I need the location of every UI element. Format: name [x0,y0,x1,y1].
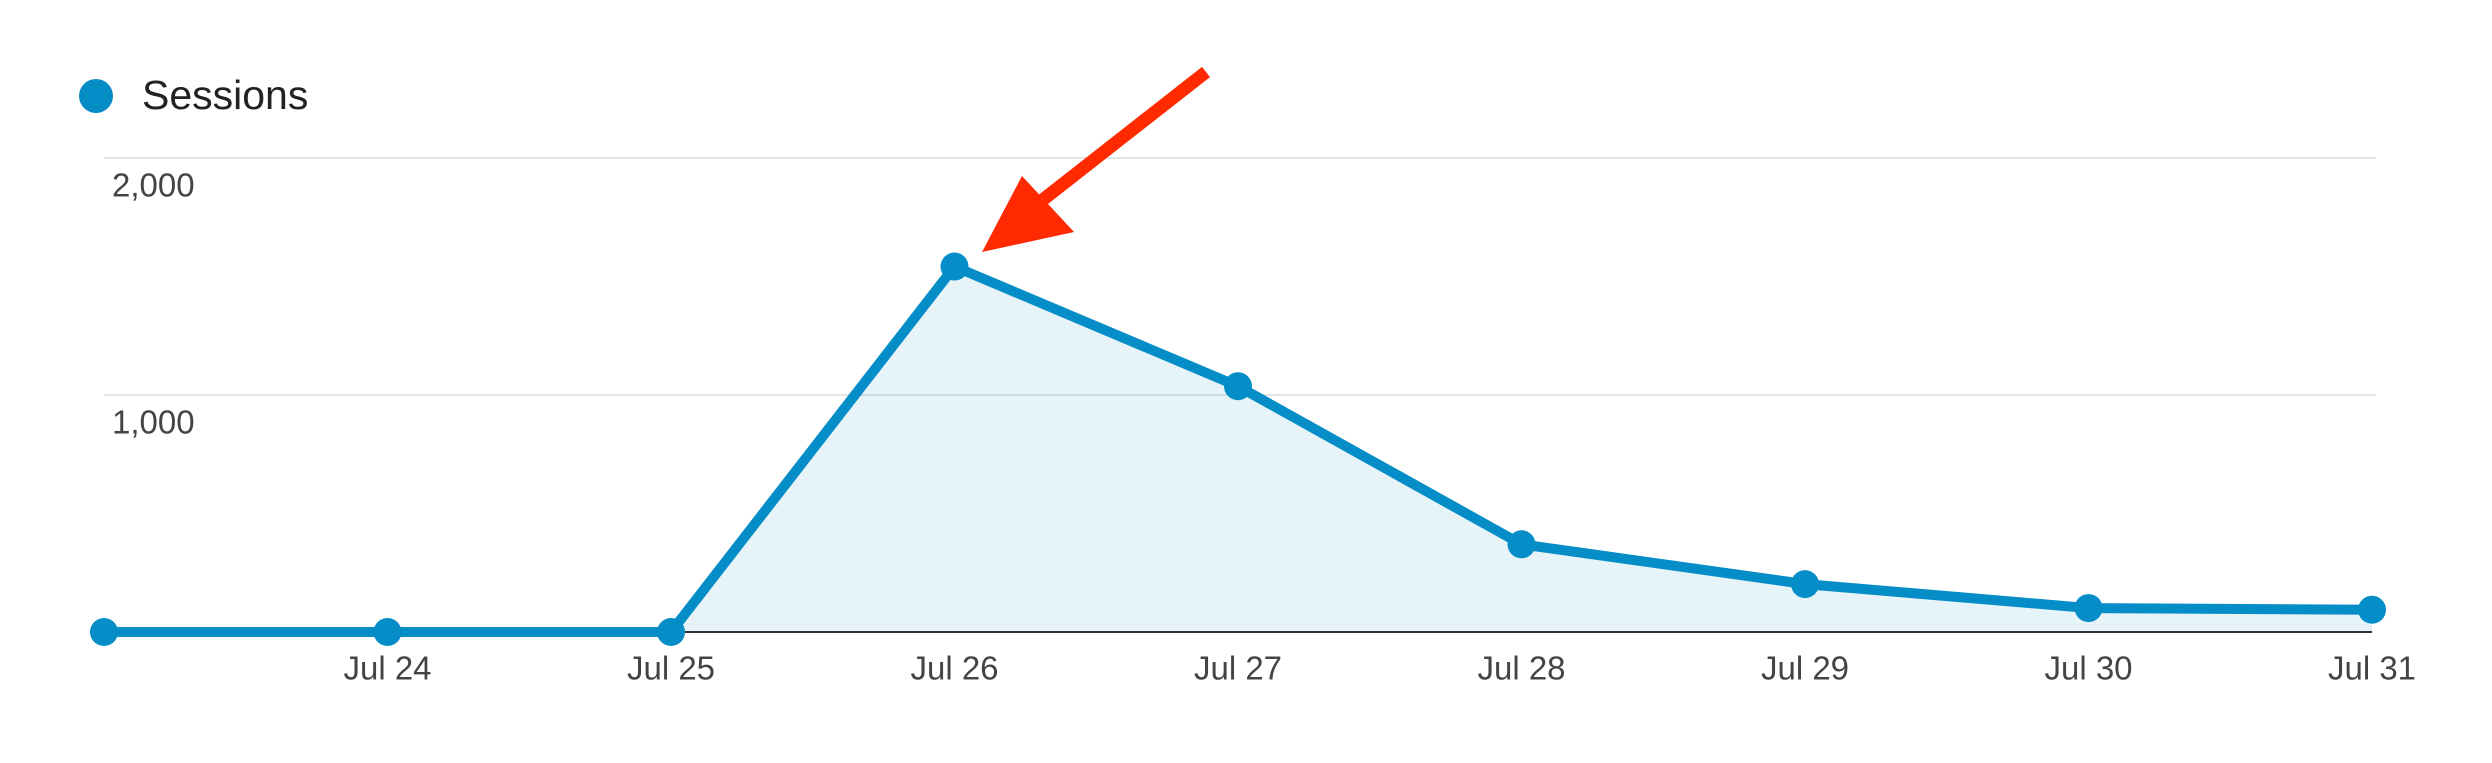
legend-marker [79,79,113,113]
x-tick-label: Jul 25 [627,650,715,687]
point [90,618,118,646]
y-tick-label: 1,000 [112,404,195,441]
arrow-shaft [1035,66,1211,208]
annotation-arrow [982,66,1211,252]
x-tick-label: Jul 30 [2044,650,2132,687]
point [2074,594,2103,623]
area [104,266,2372,632]
legend-label: Sessions [142,72,308,118]
y-tick-label: 2,000 [112,167,195,204]
arrow-head [982,176,1074,252]
point [373,618,402,646]
x-tick-label: Jul 28 [1477,650,1565,687]
point [1507,530,1536,559]
x-tick-label: Jul 24 [343,650,431,687]
point [940,252,969,281]
point [2358,595,2386,624]
x-tick-label: Jul 26 [910,650,998,687]
x-tick-label: Jul 27 [1194,650,1282,687]
x-tick-label: Jul 29 [1761,650,1849,687]
point [1224,372,1252,401]
point [1791,570,1819,599]
point [657,618,685,646]
x-tick-label: Jul 31 [2328,650,2416,687]
